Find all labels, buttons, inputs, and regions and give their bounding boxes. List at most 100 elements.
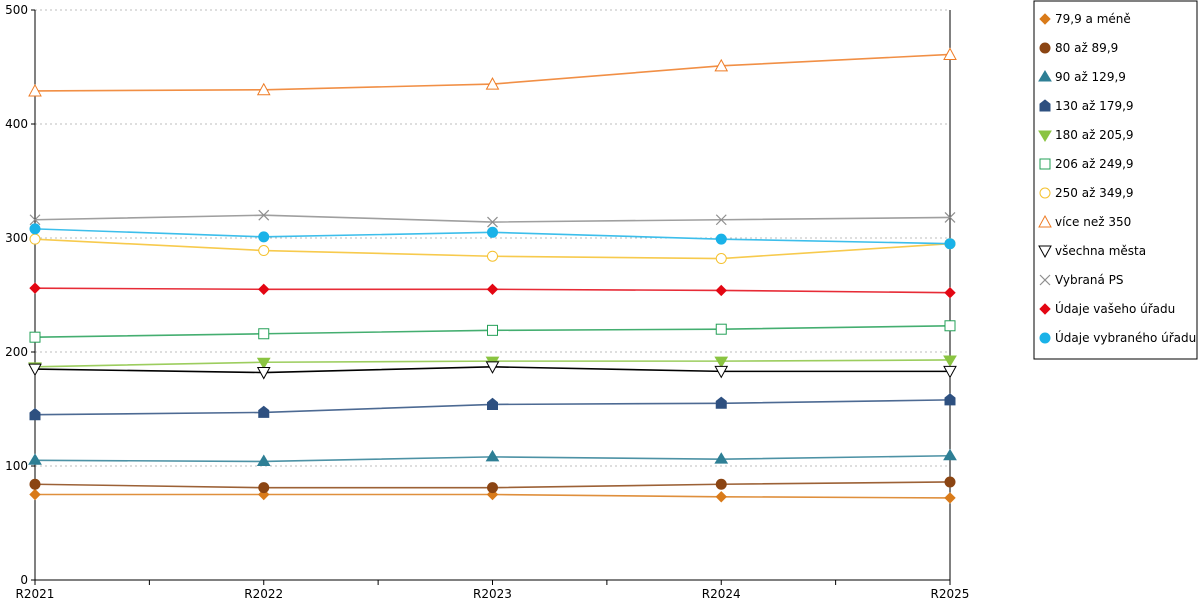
data-point bbox=[944, 320, 956, 332]
x-tick-label: R2024 bbox=[702, 587, 741, 600]
legend-box bbox=[1033, 0, 1198, 360]
data-point bbox=[714, 58, 729, 72]
legend-marker bbox=[1039, 42, 1051, 54]
y-tick-label: 0 bbox=[20, 573, 28, 587]
data-point bbox=[258, 328, 270, 340]
legend-label: více než 350 bbox=[1055, 215, 1131, 229]
data-point bbox=[485, 77, 500, 90]
legend-label: všechna města bbox=[1055, 244, 1146, 258]
legend-item: 250 až 349,9 bbox=[1039, 186, 1134, 200]
y-tick-label: 200 bbox=[5, 345, 28, 359]
legend-item: všechna města bbox=[1038, 244, 1146, 259]
data-point bbox=[258, 405, 270, 418]
series-5 bbox=[29, 320, 956, 343]
y-tick-label: 500 bbox=[5, 3, 28, 17]
data-point bbox=[943, 47, 957, 60]
data-point bbox=[944, 476, 956, 488]
legend-marker bbox=[1039, 274, 1051, 286]
legend-item: 79,9 a méně bbox=[1039, 12, 1131, 26]
data-point bbox=[714, 452, 729, 464]
legend-marker bbox=[1038, 70, 1052, 82]
data-point bbox=[28, 83, 42, 97]
legend-item: 80 až 89,9 bbox=[1039, 41, 1118, 55]
x-tick-label: R2021 bbox=[16, 587, 55, 600]
legend-item: Vybraná PS bbox=[1039, 273, 1124, 287]
x-tick-label: R2022 bbox=[244, 587, 283, 600]
legend-item: Údaje vybraného úřadu bbox=[1039, 330, 1196, 345]
series-1 bbox=[29, 476, 956, 494]
data-point bbox=[715, 214, 727, 226]
x-axis-ticks: R2021 R2022 R2023 R2024 R2025 bbox=[16, 580, 969, 600]
legend: 79,9 a méně 80 až 89,9 90 až 129,9 130 až 1… bbox=[1033, 0, 1198, 360]
legend-item: 206 až 249,9 bbox=[1039, 157, 1134, 171]
data-point bbox=[487, 216, 498, 228]
legend-marker bbox=[1039, 303, 1051, 315]
y-axis-ticks: 0 100 200 300 400 500 bbox=[5, 3, 35, 587]
data-point bbox=[258, 283, 270, 296]
y-tick-label: 400 bbox=[5, 117, 28, 131]
series-3 bbox=[29, 393, 956, 421]
data-point bbox=[714, 356, 729, 369]
legend-marker bbox=[1038, 130, 1052, 142]
y-tick-label: 100 bbox=[5, 459, 28, 473]
data-point bbox=[29, 331, 41, 343]
legend-label: 80 až 89,9 bbox=[1055, 41, 1118, 55]
legend-label: Údaje vybraného úřadu bbox=[1055, 330, 1196, 345]
data-point bbox=[258, 231, 270, 243]
legend-marker bbox=[1039, 187, 1051, 199]
legend-marker bbox=[1038, 214, 1052, 228]
data-point bbox=[944, 212, 956, 223]
data-point bbox=[714, 365, 729, 379]
legend-item: více než 350 bbox=[1038, 214, 1131, 229]
data-point bbox=[715, 284, 727, 297]
data-point bbox=[944, 287, 956, 299]
data-point bbox=[258, 482, 270, 494]
data-point bbox=[943, 448, 957, 461]
legend-marker bbox=[1039, 332, 1051, 344]
data-point bbox=[487, 397, 498, 410]
legend-marker bbox=[1039, 158, 1051, 170]
data-point bbox=[943, 355, 957, 367]
legend-marker bbox=[1038, 245, 1052, 259]
data-point bbox=[715, 396, 727, 409]
data-point bbox=[256, 82, 271, 96]
legend-label: 90 až 129,9 bbox=[1055, 70, 1126, 84]
data-point bbox=[256, 367, 271, 380]
data-point bbox=[29, 214, 41, 226]
legend-marker bbox=[1039, 99, 1051, 112]
series-9 bbox=[29, 209, 956, 228]
data-point bbox=[715, 323, 727, 335]
data-point bbox=[29, 408, 41, 421]
series-7 bbox=[28, 47, 957, 97]
series-group bbox=[28, 47, 957, 504]
data-point bbox=[29, 282, 41, 294]
data-point bbox=[944, 238, 956, 250]
series-line bbox=[34, 214, 951, 223]
data-point bbox=[28, 453, 42, 465]
legend-label: 206 až 249,9 bbox=[1055, 157, 1134, 171]
legend-label: 250 až 349,9 bbox=[1055, 186, 1134, 200]
series-0 bbox=[29, 488, 956, 504]
legend-item: Údaje vašeho úřadu bbox=[1039, 301, 1175, 316]
legend-label: 180 až 205,9 bbox=[1055, 128, 1134, 142]
data-point bbox=[29, 488, 41, 501]
data-point bbox=[486, 283, 499, 296]
data-point bbox=[485, 449, 500, 462]
series-10 bbox=[29, 282, 956, 299]
data-point bbox=[715, 478, 727, 490]
data-point bbox=[715, 233, 727, 245]
data-point bbox=[943, 365, 957, 379]
data-point bbox=[487, 482, 498, 494]
data-point bbox=[258, 209, 270, 221]
series-2 bbox=[28, 448, 957, 466]
data-point bbox=[944, 492, 956, 504]
data-point bbox=[28, 363, 42, 377]
data-point bbox=[487, 226, 498, 238]
data-point bbox=[487, 324, 498, 336]
data-point bbox=[256, 454, 271, 466]
data-point bbox=[715, 491, 727, 503]
legend-label: 79,9 a méně bbox=[1055, 12, 1131, 26]
series-11 bbox=[29, 223, 956, 250]
series-6 bbox=[29, 233, 956, 265]
